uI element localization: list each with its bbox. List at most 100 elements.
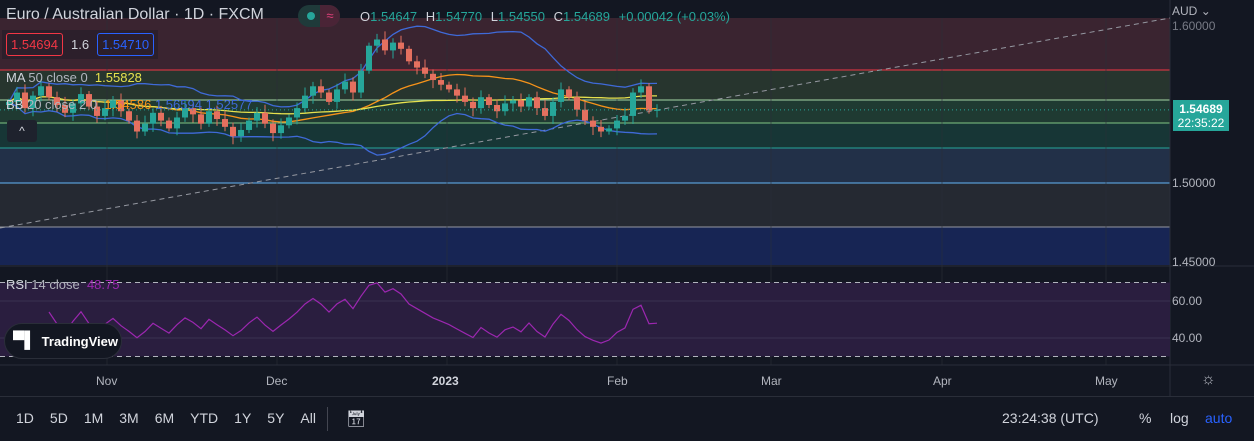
candle-body: [606, 128, 612, 132]
rsi-legend[interactable]: RSI 14 close 48.75: [6, 277, 120, 292]
open-value: 1.54647: [370, 9, 418, 24]
period-5d[interactable]: 5D: [49, 410, 68, 426]
timezone-clock[interactable]: 23:24:38 (UTC): [1002, 410, 1099, 426]
bb-upper-line: [8, 25, 658, 108]
candle-body: [582, 109, 588, 121]
high-value: 1.54770: [435, 9, 483, 24]
candle-body: [398, 42, 404, 49]
tv-logo-icon: ▀▌: [13, 332, 36, 349]
candle-body: [550, 101, 556, 116]
candle-body: [310, 86, 316, 96]
bottom-toolbar: 1D 5D 1M 3M 6M YTD 1Y 5Y All 📅︎ 23:24:38…: [0, 396, 1254, 441]
candle-body: [382, 39, 388, 51]
price-zone-band: [0, 18, 1170, 70]
time-label: Dec: [266, 374, 288, 388]
ma-line: [8, 95, 657, 115]
candle-body: [150, 112, 156, 124]
candle-body: [598, 126, 604, 132]
bb-lower-value: 1.52577: [205, 97, 253, 112]
period-1m[interactable]: 1M: [83, 410, 104, 426]
candle-body: [614, 120, 620, 129]
last-price-tag: 1.54689 22:35:22: [1173, 100, 1229, 131]
candle-body: [462, 95, 468, 102]
spread-value: 1.6: [71, 37, 90, 52]
time-label: May: [1095, 374, 1118, 388]
ma-legend[interactable]: MA 50 close 0 1.55828: [6, 70, 142, 85]
candle-body: [294, 108, 300, 118]
candle-body: [238, 129, 244, 137]
period-1d[interactable]: 1D: [16, 410, 34, 426]
period-1y[interactable]: 1Y: [234, 410, 252, 426]
candle-body: [86, 94, 92, 107]
log-scale-toggle[interactable]: log: [1170, 410, 1189, 426]
candle-body: [286, 117, 292, 126]
percent-scale-toggle[interactable]: %: [1139, 410, 1152, 426]
auto-scale-toggle[interactable]: auto: [1205, 410, 1233, 426]
candle-body: [78, 94, 84, 104]
bb-lower-line: [8, 101, 658, 156]
candle-body: [494, 105, 500, 112]
bb-legend[interactable]: BB 20 close 2 0 1.54586 1.56594 1.52577: [6, 97, 253, 112]
symbol-title[interactable]: Euro / Australian Dollar · 1D · FXCM: [6, 6, 264, 23]
brand-name: TradingView: [41, 333, 119, 349]
rsi-name: RSI: [6, 277, 28, 292]
candle-body: [566, 89, 572, 98]
candle-body: [470, 101, 476, 109]
period-5y[interactable]: 5Y: [267, 410, 285, 426]
collapse-legend-button[interactable]: ^: [7, 120, 37, 142]
candle-body: [94, 106, 100, 116]
candle-body: [30, 95, 36, 109]
candle-body: [118, 100, 124, 112]
close-label: C: [553, 9, 564, 24]
price-zone-band: [0, 227, 1170, 265]
buy-button[interactable]: 1.54710: [97, 33, 155, 56]
period-6m[interactable]: 6M: [154, 410, 175, 426]
chart-canvas[interactable]: [0, 0, 1254, 396]
rsi-params: 14 close: [31, 277, 80, 292]
candle-body: [558, 89, 564, 102]
sell-button[interactable]: 1.54694: [6, 33, 63, 56]
candle-body: [358, 70, 364, 93]
candle-body: [390, 42, 396, 51]
price-zone-band: [0, 183, 1170, 227]
candle-body: [190, 108, 196, 115]
low-value: 1.54550: [498, 9, 545, 24]
candle-body: [510, 100, 516, 104]
candle-body: [214, 111, 220, 120]
candle-body: [574, 97, 580, 110]
candle-body: [134, 120, 140, 132]
period-3m[interactable]: 3M: [119, 410, 139, 426]
ma-value: 1.55828: [94, 70, 142, 85]
bb-name: BB: [6, 97, 24, 112]
candle-body: [54, 97, 60, 105]
settings-gear-icon[interactable]: ☼: [1201, 371, 1216, 388]
candle-body: [262, 112, 268, 124]
candle-body: [206, 111, 212, 124]
candle-body: [502, 103, 508, 112]
change-value: +0.00042 (+0.03%): [618, 9, 730, 24]
low-label: L: [490, 9, 498, 24]
candle-body: [270, 123, 276, 134]
period-all[interactable]: All: [300, 410, 316, 426]
currency-selector[interactable]: AUD ⌄: [1172, 4, 1211, 18]
price-zone-band: [0, 70, 1170, 100]
ma-name: MA: [6, 70, 25, 85]
time-label: Feb: [607, 374, 628, 388]
buy-sell-panel: 1.54694 1.6 1.54710: [2, 30, 159, 59]
period-ytd[interactable]: YTD: [190, 410, 219, 426]
price-tick: 1.50000: [1172, 176, 1216, 190]
tradingview-logo[interactable]: ▀▌ TradingView: [4, 323, 122, 359]
candle-body: [142, 123, 148, 132]
rsi-tick: 60.00: [1172, 294, 1203, 308]
go-to-date-calendar-icon[interactable]: 📅︎: [346, 411, 367, 428]
candle-body: [414, 61, 420, 68]
close-value: 1.54689: [563, 9, 611, 24]
candle-body: [630, 92, 636, 116]
currency-label: AUD: [1172, 4, 1198, 18]
high-label: H: [425, 9, 436, 24]
price-zone-band: [0, 148, 1170, 183]
market-status-toggle[interactable]: ≈: [298, 5, 340, 27]
candle-body: [438, 80, 444, 85]
candle-body: [254, 112, 260, 121]
time-label: Apr: [933, 374, 952, 388]
